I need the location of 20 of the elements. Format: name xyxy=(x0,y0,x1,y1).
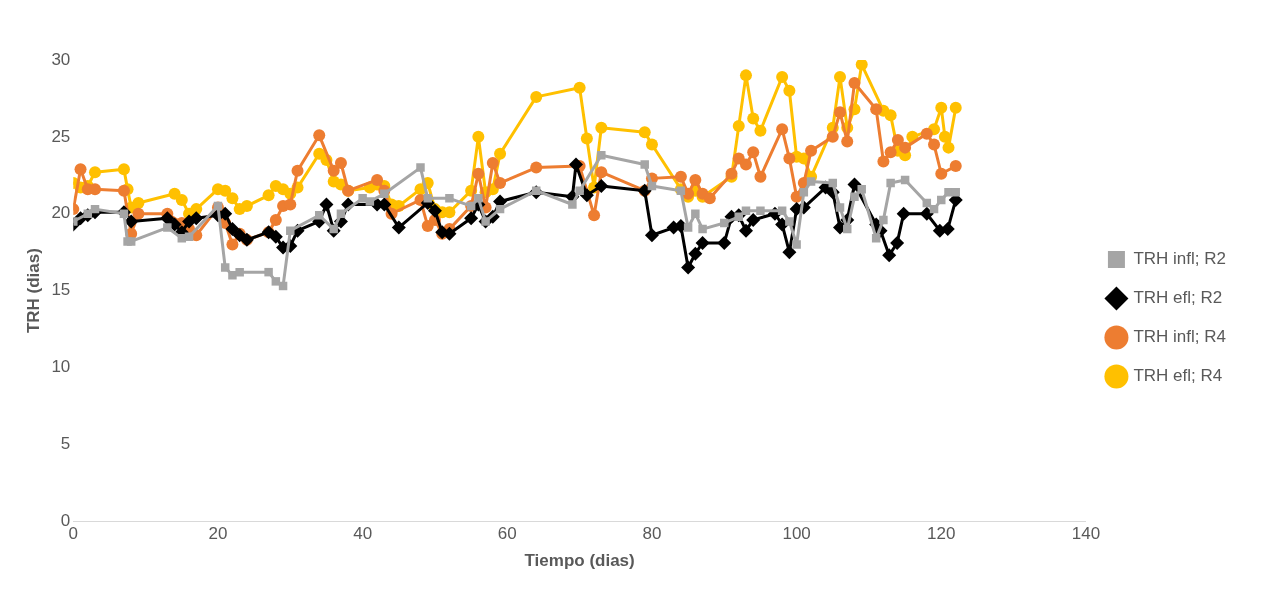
legend-label: TRH infl; R2 xyxy=(1133,249,1227,269)
x-tick-label: 20 xyxy=(208,524,228,544)
x-axis-title: Tiempo (dias) xyxy=(524,551,635,571)
y-axis-title: TRH (dias) xyxy=(23,248,43,334)
y-tick-label: 15 xyxy=(51,280,71,300)
x-tick-label: 60 xyxy=(497,524,517,544)
y-tick-label: 10 xyxy=(51,357,71,377)
x-tick-label: 80 xyxy=(642,524,662,544)
legend-label: TRH efl; R2 xyxy=(1133,288,1223,308)
legend-label: TRH efl; R4 xyxy=(1133,366,1223,386)
x-tick-label: 140 xyxy=(1071,524,1101,544)
y-tick-label: 5 xyxy=(60,434,71,454)
x-tick-label: 120 xyxy=(927,524,956,544)
y-tick-label: 0 xyxy=(60,510,71,530)
y-tick-label: 25 xyxy=(51,126,71,146)
x-tick-label: 40 xyxy=(353,524,373,544)
x-tick-label: 100 xyxy=(782,524,811,544)
y-tick-label: 30 xyxy=(51,49,71,69)
legend-label: TRH infl; R4 xyxy=(1133,327,1227,347)
y-tick-label: 20 xyxy=(51,203,71,223)
